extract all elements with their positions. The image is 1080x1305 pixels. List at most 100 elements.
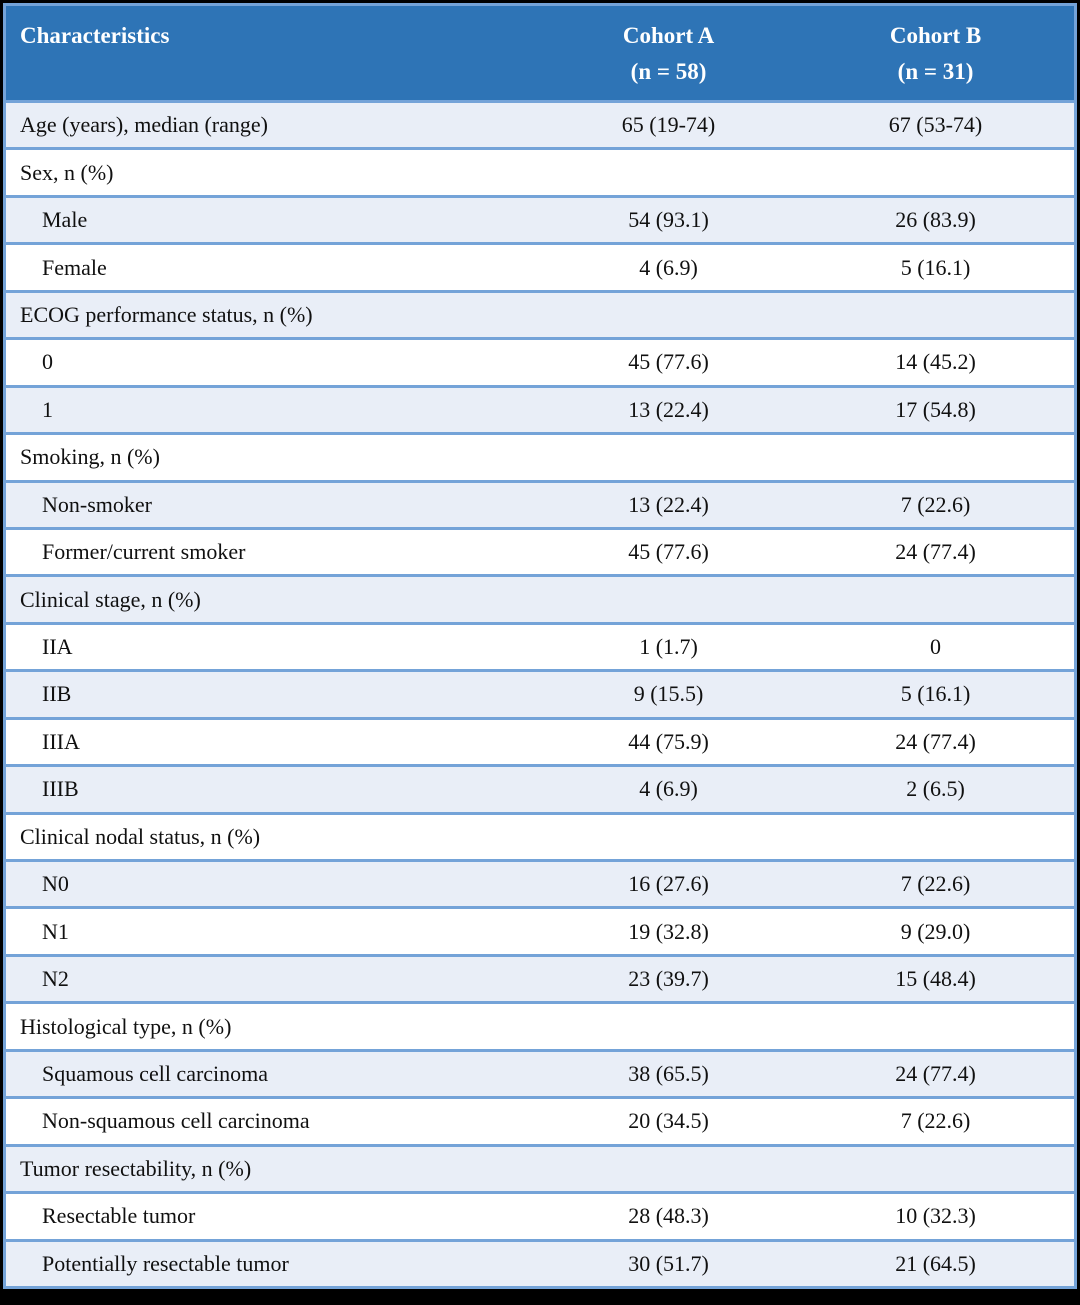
cohort-b-value-cell: 7 (22.6)	[797, 479, 1076, 529]
column-header-characteristics: Characteristics	[4, 4, 540, 102]
cohort-a-value-cell	[540, 1143, 798, 1193]
row-label-cell: Smoking, n (%)	[4, 432, 540, 481]
cohort-b-value-cell	[797, 147, 1076, 197]
cohort-a-value-cell: 9 (15.5)	[540, 669, 798, 719]
cohort-b-value-cell: 21 (64.5)	[797, 1238, 1076, 1288]
cohort-b-value-cell	[797, 1143, 1076, 1193]
row-label-cell: IIIA	[4, 716, 540, 766]
row-label-cell: Potentially resectable tumor	[4, 1238, 540, 1288]
cohort-a-value-cell	[540, 811, 798, 861]
cohort-b-value-cell: 15 (48.4)	[797, 953, 1076, 1003]
table-row: N1 19 (32.8) 9 (29.0)	[4, 906, 1076, 956]
table-row: 0 45 (77.6) 14 (45.2)	[4, 337, 1076, 387]
cohort-a-value-cell	[540, 432, 798, 481]
cohort-b-value-cell: 67 (53-74)	[797, 99, 1076, 149]
cohort-a-value-cell: 13 (22.4)	[540, 479, 798, 529]
cohort-a-value-cell: 1 (1.7)	[540, 621, 798, 671]
cohort-b-value-cell	[797, 574, 1076, 624]
row-label-cell: IIB	[4, 669, 540, 719]
cohort-a-value-cell	[540, 147, 798, 197]
table-row: IIIA 44 (75.9) 24 (77.4)	[4, 716, 1076, 766]
cohort-b-value-cell: 5 (16.1)	[797, 669, 1076, 719]
cohort-b-value-cell: 9 (29.0)	[797, 906, 1076, 956]
table-row: ECOG performance status, n (%)	[4, 289, 1076, 339]
row-label-cell: Tumor resectability, n (%)	[4, 1143, 540, 1193]
column-header-cohort-a: Cohort A (n = 58)	[540, 4, 798, 102]
cohort-b-value-cell: 2 (6.5)	[797, 764, 1076, 814]
row-label-cell: 1	[4, 384, 540, 434]
cohort-a-value-cell: 19 (32.8)	[540, 906, 798, 956]
table-row: Male 54 (93.1) 26 (83.9)	[4, 194, 1076, 244]
table-row: Histological type, n (%)	[4, 1001, 1076, 1051]
row-label-cell: IIA	[4, 621, 540, 671]
row-label-cell: N1	[4, 906, 540, 956]
row-label-cell: N2	[4, 953, 540, 1003]
cohort-a-value-cell: 4 (6.9)	[540, 242, 798, 292]
row-label-cell: N0	[4, 858, 540, 908]
cohort-b-value-cell	[797, 1001, 1076, 1051]
table-row: Smoking, n (%)	[4, 432, 1076, 481]
cohort-a-value-cell: 28 (48.3)	[540, 1191, 798, 1240]
table-row: Non-smoker 13 (22.4) 7 (22.6)	[4, 479, 1076, 529]
row-label-cell: Squamous cell carcinoma	[4, 1048, 540, 1098]
table-row: Clinical stage, n (%)	[4, 574, 1076, 624]
cohort-b-value-cell	[797, 289, 1076, 339]
row-label-cell: Age (years), median (range)	[4, 99, 540, 149]
cohort-b-value-cell	[797, 432, 1076, 481]
row-label-cell: Resectable tumor	[4, 1191, 540, 1240]
row-label-cell: Non-smoker	[4, 479, 540, 529]
cohort-b-value-cell: 7 (22.6)	[797, 1096, 1076, 1146]
cohort-b-value-cell: 0	[797, 621, 1076, 671]
row-label-cell: Female	[4, 242, 540, 292]
cohort-b-value-cell: 10 (32.3)	[797, 1191, 1076, 1240]
row-label-cell: Sex, n (%)	[4, 147, 540, 197]
header-row: Characteristics Cohort A (n = 58) Cohort…	[4, 4, 1076, 102]
table-row: Female 4 (6.9) 5 (16.1)	[4, 242, 1076, 292]
table-row: Resectable tumor 28 (48.3) 10 (32.3)	[4, 1191, 1076, 1240]
row-label-cell: Male	[4, 194, 540, 244]
cohort-a-value-cell: 45 (77.6)	[540, 526, 798, 576]
cohort-b-header-label: Cohort B	[889, 23, 982, 48]
cohort-b-n-label: (n = 31)	[897, 59, 974, 84]
table-row: Age (years), median (range) 65 (19-74) 6…	[4, 99, 1076, 149]
table-row: Non-squamous cell carcinoma 20 (34.5) 7 …	[4, 1096, 1076, 1146]
cohort-b-value-cell: 24 (77.4)	[797, 716, 1076, 766]
table-row: Former/current smoker 45 (77.6) 24 (77.4…	[4, 526, 1076, 576]
table-body: Age (years), median (range) 65 (19-74) 6…	[4, 99, 1076, 1288]
cohort-b-value-cell: 26 (83.9)	[797, 194, 1076, 244]
characteristics-table: Characteristics Cohort A (n = 58) Cohort…	[3, 3, 1077, 1289]
cohort-a-header-label: Cohort A	[622, 23, 715, 48]
row-label-cell: Clinical stage, n (%)	[4, 574, 540, 624]
table-row: IIIB 4 (6.9) 2 (6.5)	[4, 764, 1076, 814]
cohort-a-value-cell: 20 (34.5)	[540, 1096, 798, 1146]
table-row: IIB 9 (15.5) 5 (16.1)	[4, 669, 1076, 719]
cohort-a-value-cell: 44 (75.9)	[540, 716, 798, 766]
cohort-a-value-cell: 45 (77.6)	[540, 337, 798, 387]
cohort-a-value-cell: 65 (19-74)	[540, 99, 798, 149]
cohort-b-value-cell: 5 (16.1)	[797, 242, 1076, 292]
cohort-a-n-label: (n = 58)	[630, 59, 707, 84]
cohort-b-value-cell	[797, 811, 1076, 861]
cohort-a-value-cell: 23 (39.7)	[540, 953, 798, 1003]
table-row: Sex, n (%)	[4, 147, 1076, 197]
row-label-cell: 0	[4, 337, 540, 387]
row-label-cell: Former/current smoker	[4, 526, 540, 576]
table-row: Squamous cell carcinoma 38 (65.5) 24 (77…	[4, 1048, 1076, 1098]
cohort-a-value-cell: 54 (93.1)	[540, 194, 798, 244]
table-row: 1 13 (22.4) 17 (54.8)	[4, 384, 1076, 434]
cohort-a-value-cell: 38 (65.5)	[540, 1048, 798, 1098]
cohort-a-value-cell	[540, 289, 798, 339]
row-label-cell: Non-squamous cell carcinoma	[4, 1096, 540, 1146]
row-label-cell: Histological type, n (%)	[4, 1001, 540, 1051]
cohort-a-value-cell	[540, 1001, 798, 1051]
cohort-b-value-cell: 24 (77.4)	[797, 1048, 1076, 1098]
cohort-b-value-cell: 14 (45.2)	[797, 337, 1076, 387]
cohort-b-value-cell: 24 (77.4)	[797, 526, 1076, 576]
table-row: Tumor resectability, n (%)	[4, 1143, 1076, 1193]
table-row: Clinical nodal status, n (%)	[4, 811, 1076, 861]
column-header-cohort-b: Cohort B (n = 31)	[797, 4, 1076, 102]
cohort-a-value-cell: 16 (27.6)	[540, 858, 798, 908]
characteristics-header-label: Characteristics	[20, 23, 170, 48]
row-label-cell: Clinical nodal status, n (%)	[4, 811, 540, 861]
